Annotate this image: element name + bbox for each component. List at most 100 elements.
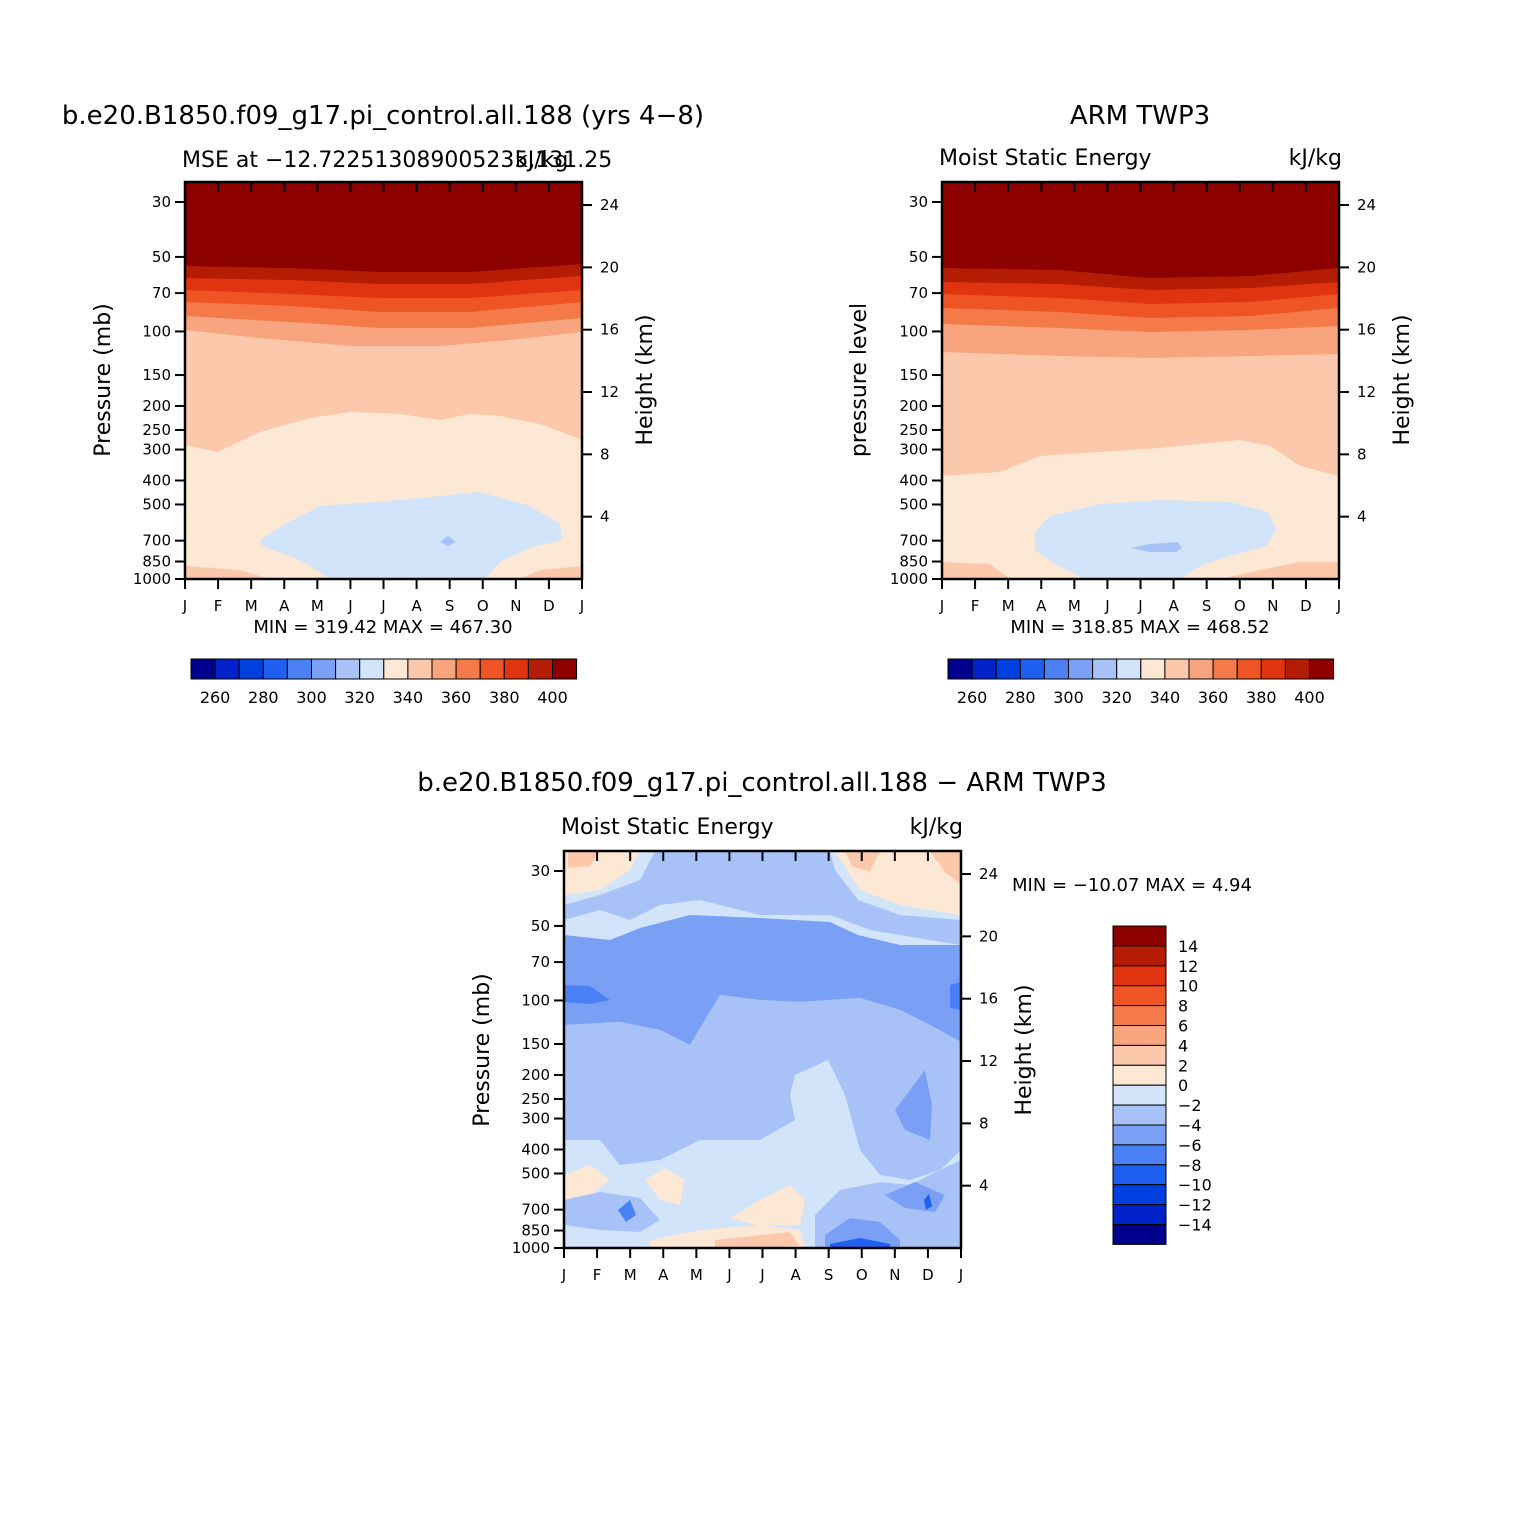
contour-level-minus7-left [564, 985, 610, 1004]
pressure-tick-label: 1000 [890, 570, 928, 588]
colorbar-swatch [1284, 658, 1311, 680]
contour-lower-mid-warm [645, 1168, 685, 1205]
colorbar-label: 380 [489, 688, 520, 707]
colorbar-label: 360 [441, 688, 472, 707]
colorbar-swatch [947, 658, 973, 680]
colorbar-label: 260 [957, 688, 988, 707]
colorbar-swatch [552, 658, 578, 680]
colorbar-swatch [262, 658, 288, 680]
height-tick-label: 16 [600, 321, 619, 339]
panel-diff: b.e20.B1850.f09_g17.pi_control.all.188 −… [417, 768, 1252, 1284]
colorbar-label: 280 [248, 688, 279, 707]
pressure-tick-label: 150 [142, 366, 171, 384]
colorbar-label: −12 [1178, 1196, 1212, 1215]
pressure-tick-label: 300 [142, 441, 171, 459]
colorbar-label: 14 [1178, 937, 1198, 956]
height-tick-label: 8 [979, 1114, 989, 1132]
contour-level-minus9-surface [830, 1238, 890, 1248]
pressure-tick-label: 250 [142, 421, 171, 439]
pressure-tick-label: 400 [521, 1140, 550, 1158]
month-tick-label: F [593, 1266, 602, 1284]
month-tick-label: S [445, 597, 455, 615]
colorbar-label: 360 [1198, 688, 1229, 707]
month-tick-label: M [1068, 597, 1081, 615]
panel-model-ylabel: Pressure (mb) [91, 303, 116, 457]
colorbar-label: 8 [1178, 997, 1188, 1016]
panel-obs-subtitle: Moist Static Energy [939, 146, 1152, 171]
colorbar-swatch [1112, 925, 1167, 947]
contour-level-minus5-band [564, 915, 961, 1045]
contour-surface-right [1220, 562, 1339, 579]
colorbar-swatch [1112, 1224, 1167, 1245]
month-tick-label: N [510, 597, 521, 615]
contour-level-minus5-surface [825, 1218, 900, 1248]
contour-surface-right [520, 566, 582, 579]
pressure-tick-label: 150 [899, 366, 928, 384]
colorbar-swatch [1112, 965, 1167, 987]
colorbar-swatch [1112, 1025, 1167, 1046]
colorbar-swatch [1068, 658, 1094, 680]
colorbar-label: 320 [344, 688, 375, 707]
contour-upper-left-warm2 [568, 851, 600, 868]
month-tick-label: A [1168, 597, 1179, 615]
colorbar-label: 380 [1246, 688, 1277, 707]
month-tick-label: J [726, 1266, 731, 1284]
colorbar-swatch [1112, 1005, 1167, 1026]
panel-model-minmax: MIN = 319.42 MAX = 467.30 [253, 617, 512, 638]
pressure-tick-label: 100 [899, 322, 928, 340]
pressure-tick-label: 500 [142, 495, 171, 513]
colorbar-swatch [1260, 658, 1286, 680]
colorbar-label: 400 [537, 688, 568, 707]
month-tick-label: M [245, 597, 258, 615]
pressure-tick-label: 700 [899, 532, 928, 550]
pressure-tick-label: 700 [521, 1201, 550, 1219]
colorbar-swatch [995, 658, 1021, 680]
colorbar-obs: 260 280 300 320 340 360 380 400 [947, 658, 1335, 707]
month-tick-label: O [856, 1266, 868, 1284]
month-tick-label: M [624, 1266, 637, 1284]
colorbar-label: 320 [1101, 688, 1132, 707]
month-tick-label: J [182, 597, 187, 615]
colorbar-label: 6 [1178, 1017, 1188, 1036]
panel-diff-units: kJ/kg [910, 815, 963, 840]
month-tick-label: J [1336, 597, 1341, 615]
colorbar-swatch [1309, 658, 1335, 680]
colorbar-swatch [1112, 1044, 1167, 1066]
pressure-tick-label: 50 [531, 917, 550, 935]
colorbar-swatch [1092, 658, 1118, 680]
month-tick-label: A [411, 597, 422, 615]
month-tick-label: J [1137, 597, 1142, 615]
height-tick-label: 4 [600, 508, 610, 526]
colorbar-swatch [1236, 658, 1262, 680]
panel-model-y2label: Height (km) [633, 314, 658, 445]
colorbar-label: 12 [1178, 957, 1198, 976]
pressure-tick-label: 200 [142, 397, 171, 415]
pressure-tick-label: 150 [521, 1035, 550, 1053]
pressure-tick-label: 100 [142, 322, 171, 340]
pressure-tick-label: 850 [142, 553, 171, 571]
colorbar-label: 340 [1150, 688, 1181, 707]
height-tick-label: 4 [979, 1177, 989, 1195]
height-tick-label: 8 [600, 445, 610, 463]
month-tick-label: A [658, 1266, 669, 1284]
colorbar-swatch [214, 658, 240, 680]
height-tick-label: 16 [1357, 321, 1376, 339]
colorbar-swatch [190, 658, 216, 680]
pressure-tick-label: 30 [152, 193, 171, 211]
colorbar-label: −8 [1178, 1156, 1202, 1175]
colorbar-swatch [431, 658, 457, 680]
month-tick-label: A [790, 1266, 801, 1284]
month-tick-label: J [380, 597, 385, 615]
colorbar-swatch [1112, 1184, 1167, 1206]
panel-obs-y2label: Height (km) [1390, 314, 1415, 445]
contour-level-320 [260, 492, 562, 579]
colorbar-swatch [971, 658, 997, 680]
height-tick-label: 20 [600, 258, 619, 276]
pressure-tick-label: 30 [531, 862, 550, 880]
contour-level-minus7-right [950, 982, 961, 1010]
panel-diff-title: b.e20.B1850.f09_g17.pi_control.all.188 −… [417, 768, 1107, 798]
